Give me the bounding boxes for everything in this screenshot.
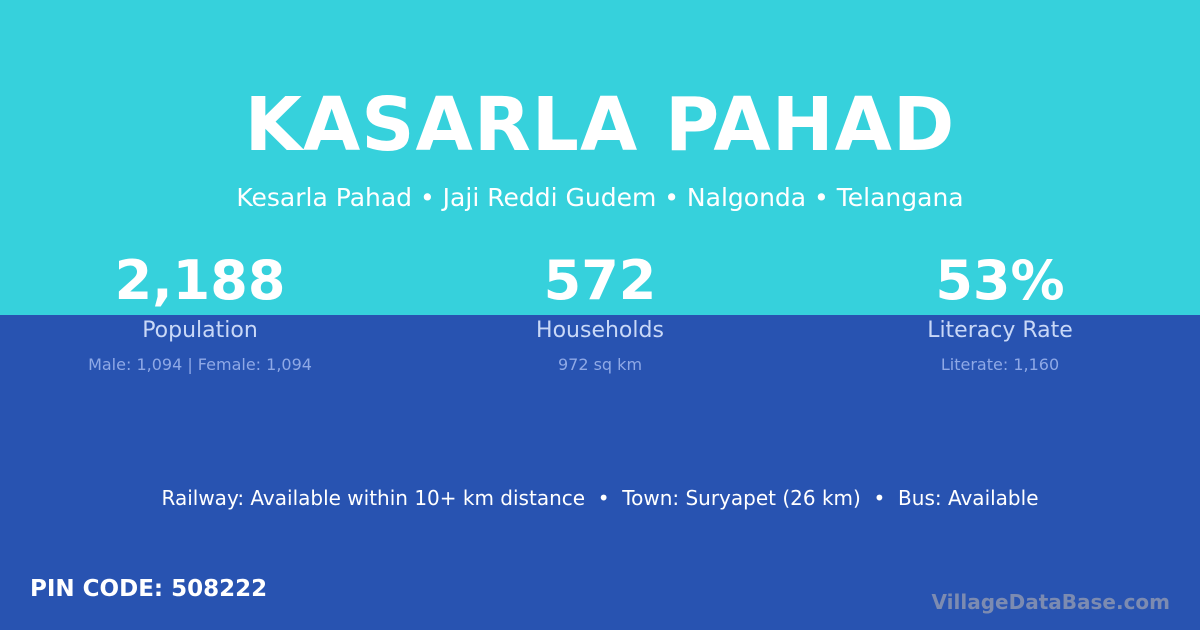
stat-value: 53% bbox=[935, 249, 1065, 312]
stat-detail: Male: 1,094 | Female: 1,094 bbox=[88, 355, 312, 374]
stat-detail: Literate: 1,160 bbox=[940, 355, 1060, 374]
stat-population: 2,188 Population Male: 1,094 | Female: 1… bbox=[0, 249, 400, 375]
stat-households: 572 Households 972 sq km bbox=[400, 249, 800, 375]
stat-detail: 972 sq km bbox=[557, 355, 643, 374]
stat-value: 2,188 bbox=[114, 249, 286, 312]
stat-label: Literacy Rate bbox=[927, 318, 1073, 343]
pin-code: PIN CODE: 508222 bbox=[30, 576, 268, 602]
header-band bbox=[0, 0, 1200, 315]
location-breadcrumb: Kesarla Pahad • Jaji Reddi Gudem • Nalgo… bbox=[236, 183, 964, 212]
stat-label: Population bbox=[142, 318, 258, 343]
village-title: KASARLA PAHAD bbox=[244, 82, 956, 168]
transport-info: Railway: Available within 10+ km distanc… bbox=[161, 486, 1039, 510]
stat-value: 572 bbox=[543, 249, 657, 312]
stat-literacy: 53% Literacy Rate Literate: 1,160 bbox=[800, 249, 1200, 375]
body-band bbox=[0, 315, 1200, 630]
brand-watermark: VillageDataBase.com bbox=[931, 590, 1170, 614]
stat-label: Households bbox=[536, 318, 664, 343]
